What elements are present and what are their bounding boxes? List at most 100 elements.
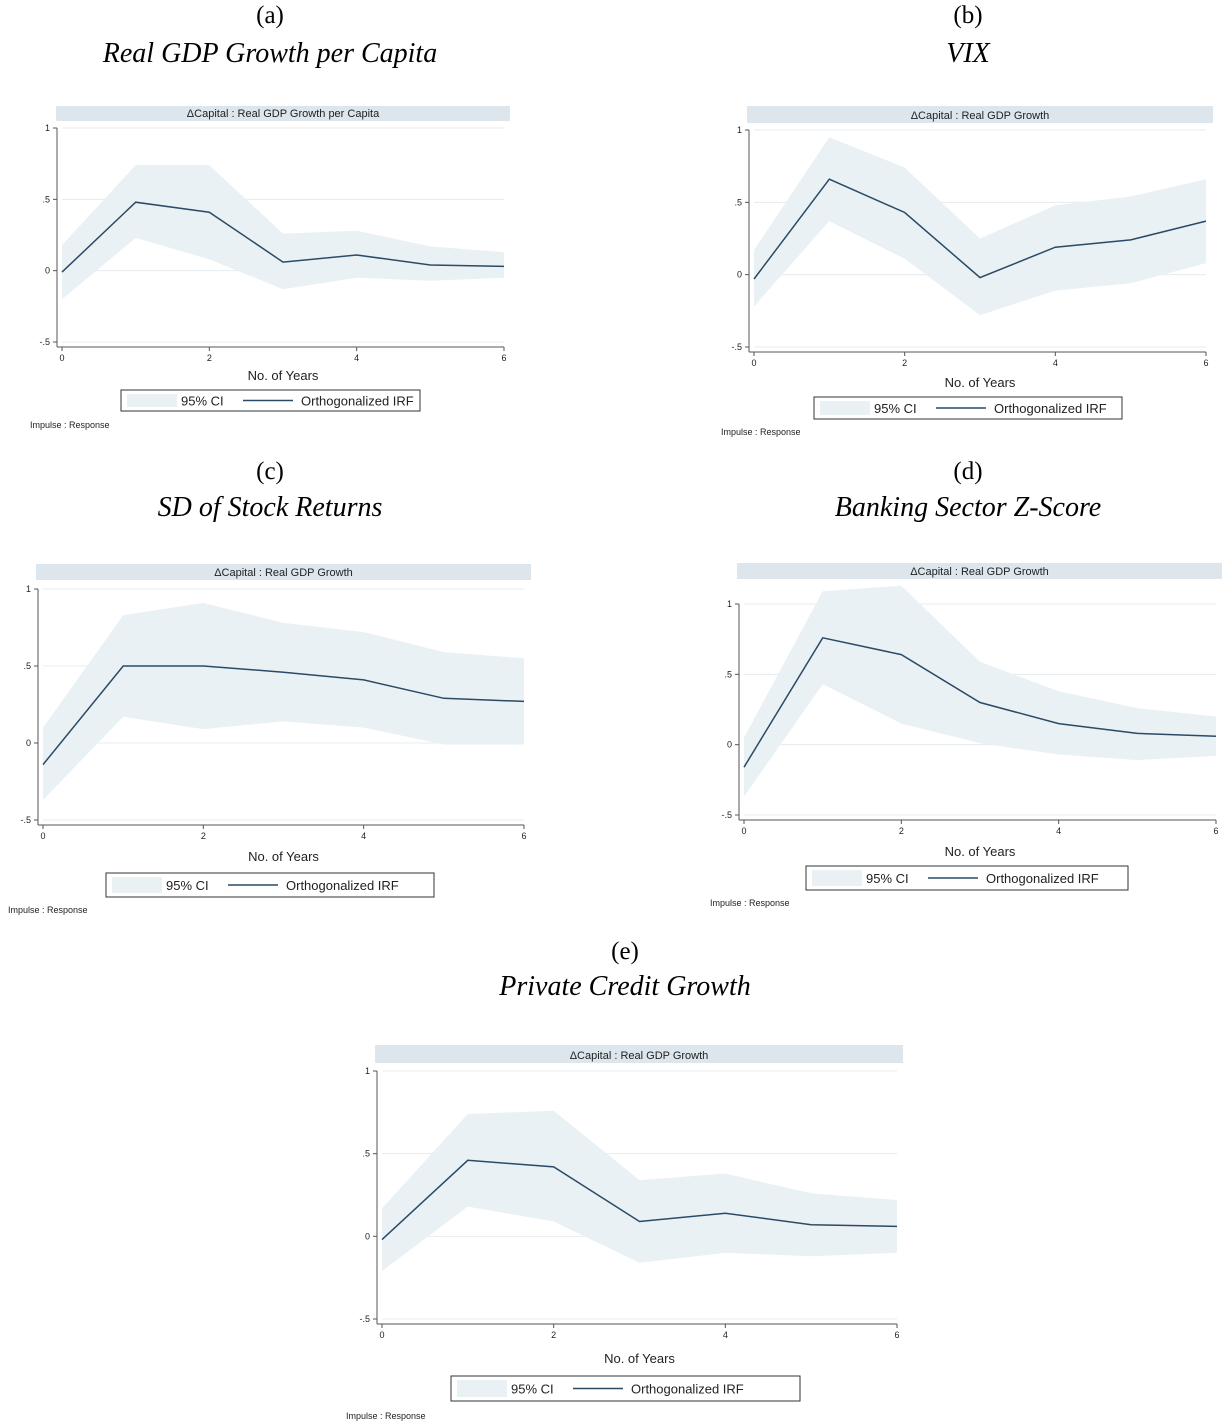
chart-title-bar: [737, 563, 1222, 579]
y-tick-label: 0: [737, 270, 742, 280]
x-tick-label: 6: [894, 1330, 899, 1340]
x-axis-label: No. of Years: [604, 1351, 675, 1366]
ci-band: [62, 165, 504, 300]
irf-line: [42, 665, 525, 766]
x-tick-label: 2: [899, 826, 904, 836]
x-tick-label: 6: [521, 831, 526, 841]
legend-label-ci: 95% CI: [866, 871, 909, 886]
x-tick-label: 2: [902, 358, 907, 368]
x-tick-label: 0: [59, 353, 64, 363]
chart-panel: ΔCapital : Real GDP Growth -.5 0 .5 1 0 2 4 6 No.…: [721, 106, 1213, 437]
legend-swatch-ci: [820, 401, 870, 415]
x-tick-label: 6: [1203, 358, 1208, 368]
legend-box: [450, 1375, 801, 1402]
legend-swatch-ci: [457, 1380, 507, 1397]
legend-label-irf: Orthogonalized IRF: [994, 401, 1107, 416]
x-axis-label: No. of Years: [945, 844, 1016, 859]
chart-title-bar: [375, 1045, 903, 1063]
chart-title: ΔCapital : Real GDP Growth per Capita: [187, 108, 380, 120]
y-tick-label: 1: [365, 1066, 370, 1076]
legend-swatch-ci: [112, 877, 162, 893]
x-tick-label: 4: [1053, 358, 1058, 368]
panel-name: Private Credit Growth: [499, 971, 751, 1002]
legend-swatch-ci: [812, 870, 862, 886]
y-tick-label: 0: [365, 1231, 370, 1241]
y-tick-label: 1: [45, 123, 50, 133]
ci-band: [43, 602, 524, 800]
panel-letter: (e): [611, 938, 639, 965]
y-tick-label: .5: [23, 661, 31, 671]
panel-letter: (c): [256, 458, 284, 485]
y-tick-label: .5: [734, 197, 742, 207]
chart-title: ΔCapital : Real GDP Growth: [911, 110, 1050, 122]
y-tick-label: 1: [737, 125, 742, 135]
x-tick-label: 2: [207, 353, 212, 363]
legend-label-ci: 95% CI: [181, 394, 224, 409]
y-tick-label: -.5: [731, 342, 742, 352]
y-tick-label: -.5: [359, 1314, 370, 1324]
panel-name: Real GDP Growth per Capita: [102, 38, 438, 69]
y-tick-label: 0: [727, 740, 732, 750]
chart-title-bar: [747, 106, 1213, 123]
impulse-response-note: Impulse : Response: [710, 898, 790, 908]
y-tick-label: .5: [42, 194, 50, 204]
legend-swatch-ci: [127, 394, 177, 407]
x-tick-label: 2: [551, 1330, 556, 1340]
irf-line: [743, 636, 1217, 768]
impulse-response-note: Impulse : Response: [8, 905, 88, 915]
chart-title: ΔCapital : Real GDP Growth: [570, 1050, 709, 1062]
x-tick-label: 2: [201, 831, 206, 841]
x-tick-label: 0: [741, 826, 746, 836]
x-tick-label: 0: [751, 358, 756, 368]
x-axis-label: No. of Years: [248, 368, 319, 383]
x-axis-label: No. of Years: [945, 375, 1016, 390]
y-tick-label: 0: [26, 738, 31, 748]
y-tick-label: -.5: [721, 810, 732, 820]
y-tick-label: 1: [727, 599, 732, 609]
chart-title-bar: [36, 564, 531, 580]
panel-name: VIX: [946, 38, 990, 69]
ci-band: [382, 1110, 897, 1272]
chart-panel: ΔCapital : Real GDP Growth -.5 0 .5 1 0 2 4 6 No.…: [346, 1045, 903, 1421]
y-tick-label: 0: [45, 266, 50, 276]
x-tick-label: 6: [501, 353, 506, 363]
impulse-response-note: Impulse : Response: [721, 427, 801, 437]
irf-line: [753, 178, 1207, 280]
impulse-response-note: Impulse : Response: [30, 420, 110, 430]
legend-label-irf: Orthogonalized IRF: [631, 1382, 744, 1397]
x-tick-label: 4: [354, 353, 359, 363]
panel-letter: (b): [953, 2, 983, 29]
chart-title: ΔCapital : Real GDP Growth: [214, 567, 353, 579]
legend-label-ci: 95% CI: [166, 878, 209, 893]
ci-band: [754, 137, 1206, 316]
legend-label-irf: Orthogonalized IRF: [986, 871, 1099, 886]
panel-letter: (a): [256, 2, 284, 29]
y-tick-label: 1: [26, 584, 31, 594]
y-tick-label: .5: [724, 669, 732, 679]
x-tick-label: 0: [40, 831, 45, 841]
legend-label-irf: Orthogonalized IRF: [301, 394, 414, 409]
impulse-response-note: Impulse : Response: [346, 1411, 426, 1421]
panel-name: SD of Stock Returns: [157, 492, 383, 523]
x-tick-label: 0: [379, 1330, 384, 1340]
y-tick-label: -.5: [39, 337, 50, 347]
chart-panel: ΔCapital : Real GDP Growth -.5 0 .5 1 0 2 4 6 No.…: [710, 563, 1222, 908]
irf-line: [381, 1159, 898, 1241]
chart-title-bar: [56, 106, 510, 121]
legend-label-ci: 95% CI: [874, 401, 917, 416]
x-tick-label: 6: [1213, 826, 1218, 836]
panel-letter: (d): [953, 458, 983, 485]
chart-title: ΔCapital : Real GDP Growth: [910, 566, 1049, 578]
chart-panel: ΔCapital : Real GDP Growth per Capita -.5…: [30, 106, 510, 430]
legend-label-ci: 95% CI: [511, 1382, 554, 1397]
x-tick-label: 4: [361, 831, 366, 841]
panel-name: Banking Sector Z-Score: [834, 492, 1102, 523]
y-tick-label: .5: [362, 1149, 370, 1159]
x-tick-label: 4: [723, 1330, 728, 1340]
ci-band: [744, 585, 1216, 797]
legend-label-irf: Orthogonalized IRF: [286, 878, 399, 893]
x-axis-label: No. of Years: [248, 849, 319, 864]
x-tick-label: 4: [1056, 826, 1061, 836]
